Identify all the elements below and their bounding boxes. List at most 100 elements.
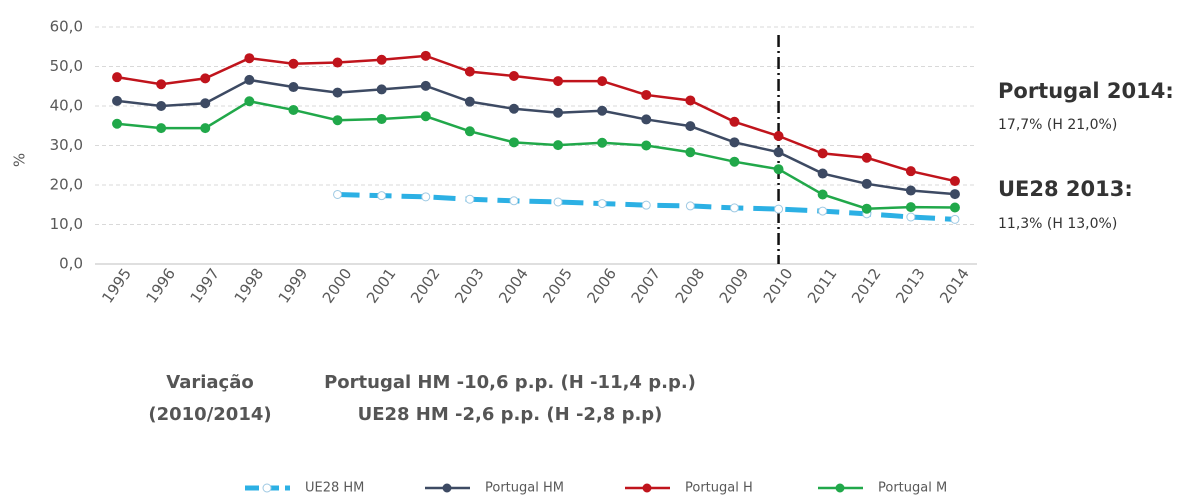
data-point bbox=[553, 197, 563, 207]
data-point bbox=[685, 95, 696, 106]
y-tick-label: 50,0 bbox=[50, 57, 83, 75]
data-point bbox=[861, 178, 872, 189]
data-point bbox=[949, 202, 960, 213]
data-point bbox=[244, 96, 255, 107]
data-point bbox=[641, 200, 651, 210]
data-point bbox=[817, 148, 828, 159]
data-point bbox=[508, 103, 519, 114]
data-point bbox=[817, 168, 828, 179]
y-tick-label: 30,0 bbox=[50, 136, 83, 154]
annotation: UE28 HM -2,6 p.p. (H -2,8 p.p) bbox=[358, 404, 663, 425]
data-point bbox=[729, 203, 739, 213]
data-point bbox=[288, 82, 299, 93]
data-point bbox=[817, 189, 828, 200]
x-tick-label: 2009 bbox=[716, 265, 753, 307]
data-point bbox=[818, 206, 828, 216]
data-point bbox=[641, 89, 652, 100]
data-point bbox=[420, 50, 431, 61]
data-point bbox=[112, 95, 123, 106]
data-point bbox=[332, 87, 343, 98]
data-point bbox=[905, 202, 916, 213]
data-point bbox=[949, 189, 960, 200]
data-point bbox=[244, 74, 255, 85]
data-point bbox=[112, 118, 123, 129]
annotation: Portugal 2014: bbox=[998, 79, 1174, 103]
y-tick-label: 0,0 bbox=[59, 255, 83, 273]
data-point bbox=[333, 189, 343, 199]
data-point bbox=[861, 152, 872, 163]
data-point bbox=[950, 214, 960, 224]
data-point bbox=[685, 147, 696, 158]
x-tick-label: 2008 bbox=[672, 265, 709, 307]
y-tick-label: 40,0 bbox=[50, 97, 83, 115]
x-tick-label: 2011 bbox=[804, 265, 841, 307]
x-tick-label: 2010 bbox=[760, 265, 797, 307]
series-line bbox=[116, 99, 955, 210]
legend-marker bbox=[262, 483, 272, 493]
data-point bbox=[905, 185, 916, 196]
data-point bbox=[773, 147, 784, 158]
data-point bbox=[861, 203, 872, 214]
legend-label: UE28 HM bbox=[305, 481, 364, 495]
data-point bbox=[597, 76, 608, 87]
x-tick-label: 1995 bbox=[98, 265, 135, 307]
data-point bbox=[685, 201, 695, 211]
x-tick-label: 1999 bbox=[275, 265, 312, 307]
data-point bbox=[508, 137, 519, 148]
data-point bbox=[641, 114, 652, 125]
data-point bbox=[597, 199, 607, 209]
data-point bbox=[288, 58, 299, 69]
data-point bbox=[773, 164, 784, 175]
data-point bbox=[553, 107, 564, 118]
data-point bbox=[156, 79, 167, 90]
x-tick-label: 2001 bbox=[363, 265, 400, 307]
x-tick-label: 1996 bbox=[142, 265, 179, 307]
data-point bbox=[420, 80, 431, 91]
legend-label: Portugal H bbox=[685, 481, 753, 495]
series-line bbox=[116, 78, 956, 196]
data-point bbox=[200, 98, 211, 109]
x-tick-label: 2006 bbox=[583, 265, 620, 307]
data-point bbox=[288, 104, 299, 115]
legend-marker bbox=[642, 483, 652, 493]
data-point bbox=[685, 121, 696, 132]
x-tick-label: 2003 bbox=[451, 265, 488, 307]
x-tick-label: 1998 bbox=[231, 265, 268, 307]
data-point bbox=[597, 105, 608, 116]
data-point bbox=[376, 54, 387, 65]
data-point bbox=[465, 194, 475, 204]
data-point bbox=[421, 192, 431, 202]
data-point bbox=[376, 114, 387, 125]
data-point bbox=[729, 116, 740, 127]
x-tick-label: 2000 bbox=[319, 265, 356, 307]
data-point bbox=[156, 101, 167, 111]
data-point bbox=[729, 156, 740, 167]
x-tick-label: 2012 bbox=[848, 265, 885, 307]
y-axis-label: % bbox=[11, 153, 29, 167]
legend-label: Portugal M bbox=[878, 481, 947, 495]
y-tick-label: 10,0 bbox=[50, 215, 83, 233]
data-point bbox=[508, 70, 519, 81]
x-tick-label: 2013 bbox=[892, 265, 929, 307]
data-point bbox=[112, 72, 123, 83]
legend-marker bbox=[835, 483, 845, 493]
annotation: 17,7% (H 21,0%) bbox=[998, 117, 1117, 133]
data-point bbox=[376, 84, 387, 95]
data-point bbox=[774, 204, 784, 214]
data-point bbox=[377, 191, 387, 201]
legend-marker bbox=[442, 483, 452, 493]
data-point bbox=[244, 53, 255, 64]
data-point bbox=[200, 73, 211, 84]
x-tick-label: 1997 bbox=[187, 265, 224, 307]
data-point bbox=[509, 196, 519, 206]
y-tick-label: 60,0 bbox=[50, 18, 83, 36]
data-point bbox=[729, 137, 740, 148]
data-point bbox=[332, 115, 343, 126]
data-point bbox=[156, 123, 167, 134]
annotation: UE28 2013: bbox=[998, 177, 1133, 201]
data-point bbox=[200, 123, 211, 134]
data-point bbox=[773, 131, 784, 142]
data-point bbox=[553, 140, 564, 151]
annotation: (2010/2014) bbox=[148, 404, 271, 425]
data-point bbox=[906, 212, 916, 222]
